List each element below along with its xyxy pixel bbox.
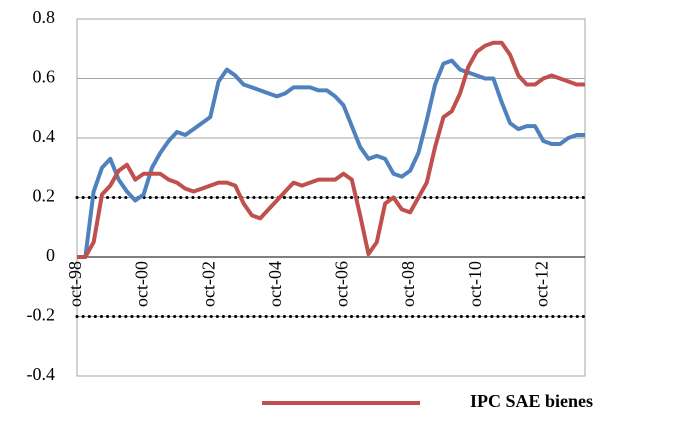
series-line	[77, 40, 585, 259]
y-tick-label: 0.8	[33, 7, 56, 27]
legend-label: IPC SAE bienes	[470, 391, 593, 411]
y-tick-label: 0.6	[33, 67, 56, 87]
x-tick-label: oct-08	[398, 261, 418, 307]
y-tick-label: -0.4	[27, 364, 56, 384]
x-tick-label: oct-98	[65, 261, 85, 307]
x-tick-label: oct-12	[531, 261, 551, 307]
x-tick-label: oct-00	[132, 261, 152, 307]
y-tick-label: 0.4	[33, 126, 56, 146]
x-tick-label: oct-02	[198, 261, 218, 307]
y-tick-label: -0.2	[27, 305, 56, 325]
x-tick-label: oct-04	[265, 261, 285, 307]
y-tick-label: 0	[46, 245, 55, 265]
series-line	[77, 58, 585, 259]
x-tick-label: oct-06	[332, 261, 352, 307]
y-tick-label: 0.2	[33, 186, 56, 206]
x-tick-label: oct-10	[465, 261, 485, 307]
